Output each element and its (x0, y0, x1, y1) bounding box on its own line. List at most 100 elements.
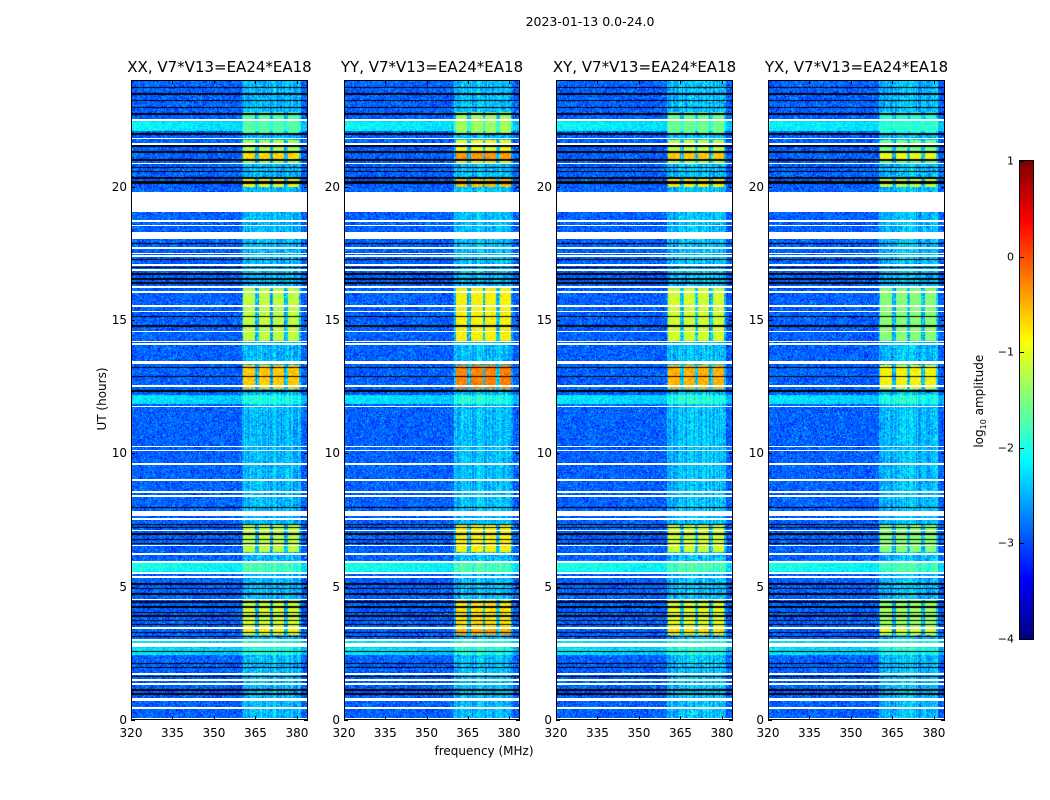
flagged-row (344, 598, 520, 601)
flagged-row (131, 310, 308, 313)
flagged-row (344, 269, 520, 271)
y-tick-mark (941, 720, 945, 721)
y-tick-label: 5 (119, 579, 127, 594)
flagged-row (344, 247, 520, 249)
flagged-row (768, 462, 945, 465)
flagged-row (131, 639, 308, 642)
flagged-row (768, 449, 945, 452)
flagged-row (131, 706, 308, 709)
flagged-row (131, 673, 308, 675)
flagged-row (344, 162, 520, 165)
panel-yy: YY, V7*V13=EA24*EA18 0 5 10 15 20 320 335 350 365… (325, 58, 523, 740)
flagged-row (556, 572, 733, 574)
flagged-row (556, 553, 733, 556)
flagged-row (344, 310, 520, 313)
x-tick-mark (892, 716, 894, 720)
flagged-row (556, 697, 733, 701)
colorbar-tick-label: −4 (997, 632, 1014, 646)
flagged-row (131, 683, 308, 685)
flagged-row (344, 405, 520, 408)
flagged-row (556, 679, 733, 682)
flagged-row (344, 697, 520, 701)
x-tick-label: 335 (373, 726, 397, 740)
flagged-row (556, 544, 733, 547)
x-tick-label: 365 (456, 726, 480, 740)
y-tick-mark (131, 453, 135, 455)
flagged-row (556, 518, 733, 520)
flagged-row (131, 255, 308, 257)
flagged-row (768, 553, 945, 556)
x-tick-mark (426, 80, 428, 84)
flagged-row (131, 697, 308, 701)
flagged-row (768, 310, 945, 313)
flagged-row (556, 255, 733, 257)
flagged-row (556, 529, 733, 532)
spectrogram-heatmap (131, 80, 308, 720)
flagged-row (344, 264, 520, 266)
flagged-row (556, 576, 733, 578)
x-tick-label: 335 (161, 726, 184, 740)
flagged-row (768, 718, 945, 720)
flagged-row (768, 137, 945, 140)
x-tick-label: 350 (415, 726, 438, 740)
y-tick-mark (768, 320, 772, 321)
y-tick-label: 5 (332, 579, 340, 594)
flagged-row (556, 137, 733, 140)
flagged-row (131, 143, 308, 145)
x-tick-mark (426, 716, 428, 720)
x-tick-mark (933, 716, 935, 720)
x-tick-mark (344, 716, 345, 720)
y-tick-mark (768, 586, 772, 588)
flagged-row (131, 269, 308, 271)
flagged-row (344, 286, 520, 288)
flagged-row (556, 643, 733, 647)
flagged-row (344, 679, 520, 682)
colorbar-tick-label: −2 (997, 441, 1014, 455)
y-tick-mark (516, 186, 520, 188)
flagged-row (131, 162, 308, 165)
flagged-row (768, 598, 945, 601)
flagged-row (344, 518, 520, 520)
x-tick-mark (809, 716, 811, 720)
y-tick-mark (556, 720, 560, 721)
y-tick-label: 20 (536, 179, 552, 194)
flagged-row (768, 639, 945, 642)
y-tick-mark (516, 720, 520, 721)
y-tick-label: 0 (756, 713, 764, 727)
x-tick-label: 365 (244, 726, 267, 740)
x-tick-label: 335 (798, 726, 821, 740)
flagged-row (768, 626, 945, 629)
flagged-row (344, 706, 520, 709)
y-tick-mark (941, 586, 945, 588)
y-tick-mark (556, 186, 560, 188)
flagged-row (344, 445, 520, 448)
x-tick-mark (213, 716, 215, 720)
flagged-row (344, 495, 520, 498)
flagged-row (556, 718, 733, 720)
flagged-row (131, 220, 308, 223)
flagged-row (344, 643, 520, 647)
y-tick-label: 10 (111, 446, 127, 461)
x-tick-mark (638, 716, 640, 720)
flagged-row (768, 162, 945, 165)
y-tick-mark (131, 720, 135, 721)
y-tick-mark (556, 453, 560, 455)
flagged-row (556, 286, 733, 288)
x-axis-label: frequency (MHz) (434, 744, 534, 758)
flagged-row (344, 673, 520, 675)
flagged-row (556, 511, 733, 517)
flagged-row (344, 343, 520, 346)
flagged-row (344, 718, 520, 720)
y-tick-mark (304, 586, 308, 588)
flagged-row (556, 385, 733, 387)
y-tick-label: 15 (111, 313, 127, 327)
flagged-row (556, 673, 733, 675)
flagged-row (344, 511, 520, 517)
y-tick-mark (768, 720, 772, 721)
flagged-row (344, 626, 520, 629)
flagged-row (131, 529, 308, 532)
flagged-row (131, 252, 308, 255)
flagged-row (556, 290, 733, 294)
y-tick-mark (344, 186, 348, 188)
